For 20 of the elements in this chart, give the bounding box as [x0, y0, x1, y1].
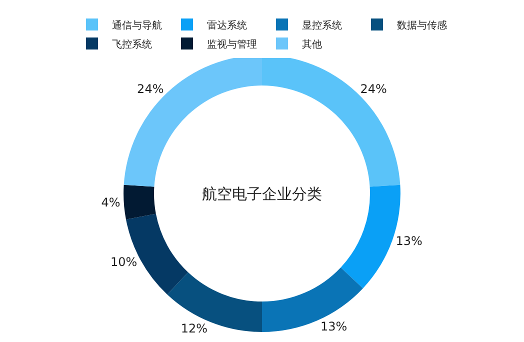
legend-label: 雷达系统 — [207, 19, 247, 32]
data-label: 10% — [110, 254, 138, 269]
donut-slice — [124, 184, 156, 220]
donut-slice — [262, 267, 363, 332]
legend-label: 数据与传感 — [397, 19, 447, 32]
donut-slice — [124, 55, 262, 187]
data-label: 4% — [101, 195, 120, 210]
data-label: 12% — [180, 321, 208, 336]
text: 航空电子企业分类 — [202, 185, 322, 203]
data-label: 13% — [320, 320, 348, 334]
data-label: 13% — [396, 234, 422, 248]
donut-slice — [167, 272, 262, 332]
legend-label: 监视与管理 — [207, 38, 257, 50]
donut-slice — [262, 55, 400, 187]
legend-label: 显控系统 — [302, 19, 342, 32]
legend-label: 通信与导航 — [112, 19, 162, 32]
legend-label: 飞控系统 — [112, 38, 152, 50]
data-label: 24% — [137, 82, 164, 96]
legend-label: 其他 — [302, 38, 322, 50]
data-label: 24% — [360, 82, 387, 96]
